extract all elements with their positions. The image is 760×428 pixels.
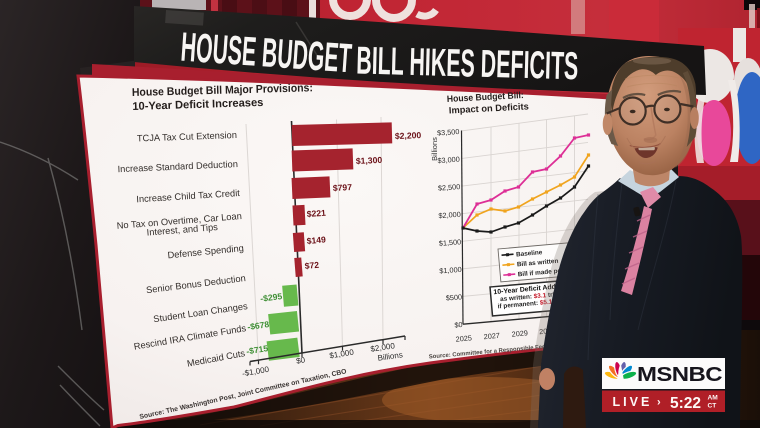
svg-text:CT: CT (708, 403, 717, 410)
svg-text:$500: $500 (446, 292, 463, 302)
svg-text:House Budget Bill Major Provis: House Budget Bill Major Provisions: (132, 82, 313, 99)
svg-text:$0: $0 (454, 320, 463, 330)
svg-text:-$678: -$678 (247, 319, 270, 332)
svg-text:House Budget Bill:: House Budget Bill: (447, 90, 524, 104)
svg-text:2025: 2025 (455, 333, 472, 343)
svg-text:MSNBC: MSNBC (637, 363, 723, 386)
svg-text:$3,500: $3,500 (437, 127, 460, 138)
svg-text:$2,200: $2,200 (395, 130, 422, 141)
svg-text:$1,300: $1,300 (356, 155, 383, 166)
svg-text:2029: 2029 (511, 328, 528, 338)
svg-text:10-Year Deficit Increases: 10-Year Deficit Increases (132, 97, 263, 113)
svg-text:$1,500: $1,500 (439, 237, 462, 248)
svg-text:Impact on Deficits: Impact on Deficits (449, 101, 529, 115)
svg-text:$1,000: $1,000 (329, 348, 355, 361)
svg-text:$1,000: $1,000 (439, 265, 462, 276)
svg-text:Baseline: Baseline (516, 249, 543, 258)
svg-text:Billions: Billions (430, 137, 439, 161)
svg-text:$2,000: $2,000 (438, 210, 461, 221)
svg-text:LIVE: LIVE (613, 395, 653, 409)
svg-text:$72: $72 (304, 260, 319, 271)
svg-text:$221: $221 (306, 208, 326, 219)
svg-text:5:22: 5:22 (670, 395, 701, 412)
svg-text:AM: AM (708, 395, 719, 402)
svg-text:$149: $149 (306, 234, 326, 246)
svg-text:$0: $0 (296, 355, 307, 365)
svg-text:-$715: -$715 (246, 343, 269, 356)
svg-text:2027: 2027 (483, 331, 500, 341)
svg-text:$2,500: $2,500 (438, 182, 461, 193)
svg-text:Bill as written: Bill as written (517, 258, 559, 269)
svg-text:Billions: Billions (377, 350, 403, 362)
svg-text:›: › (657, 397, 661, 409)
svg-text:$3,000: $3,000 (437, 155, 460, 166)
svg-text:-$295: -$295 (260, 291, 283, 304)
svg-text:TCJA Tax Cut Extension: TCJA Tax Cut Extension (137, 130, 237, 143)
svg-text:$2,000: $2,000 (370, 341, 396, 353)
svg-text:BILL HIKES DEFICITS: BILL HIKES DEFICITS (356, 40, 579, 89)
svg-text:$797: $797 (333, 182, 353, 193)
